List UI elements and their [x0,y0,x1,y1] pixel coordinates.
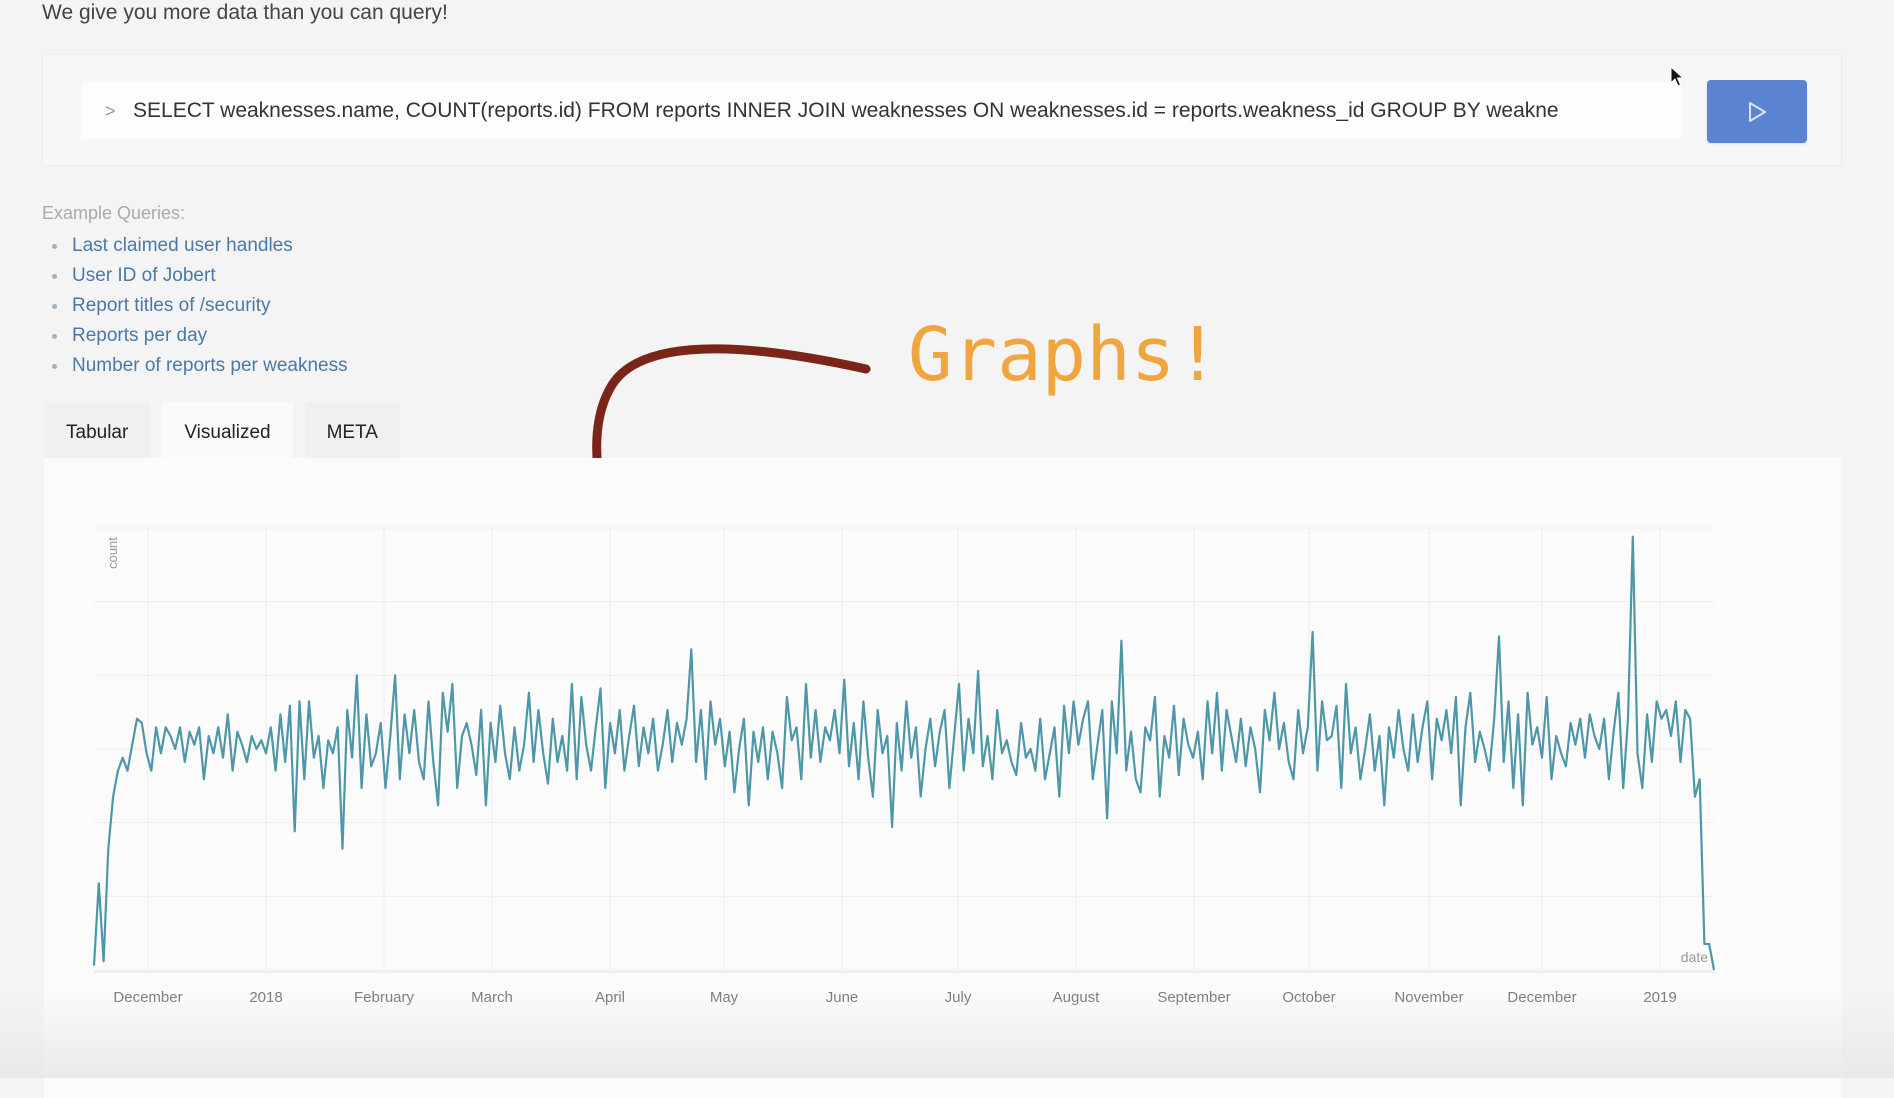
example-query-link[interactable]: Number of reports per weakness [72,355,348,376]
mouse-pointer-icon [1670,66,1684,87]
x-tick-label: September [1157,989,1230,1006]
tab-visualized[interactable]: Visualized [162,402,293,458]
example-query-link[interactable]: Reports per day [72,325,208,346]
example-query-item: Reports per day [42,321,348,351]
example-query-link[interactable]: User ID of Jobert [72,265,216,286]
chart-panel: December 2018 February March April May June Jul… [44,458,1842,1098]
y-axis-label: count [105,537,120,569]
example-query-link[interactable]: Last claimed user handles [72,235,293,256]
example-query-link[interactable]: Report titles of /security [72,295,271,316]
x-axis-label: date [1681,949,1708,965]
x-tick-label: 2019 [1643,989,1676,1006]
example-query-item: Last claimed user handles [42,231,348,261]
example-query-item: Number of reports per weakness [42,351,348,381]
x-tick-label: December [113,989,182,1006]
example-queries-heading: Example Queries: [42,203,186,223]
prompt-chevron-icon: > [105,101,116,121]
run-query-button[interactable] [1707,80,1807,143]
play-icon [1749,101,1766,122]
example-query-item: Report titles of /security [42,291,348,321]
x-tick-label: February [354,989,415,1006]
x-tick-label: March [471,989,513,1006]
x-tick-label: October [1282,989,1335,1006]
x-tick-label: November [1394,989,1463,1006]
example-queries-list: Last claimed user handles User ID of Job… [42,231,348,381]
reports-per-day-chart: December 2018 February March April May June Jul… [92,527,1716,1006]
tab-tabular[interactable]: Tabular [44,402,151,458]
x-tick-label: April [595,989,625,1006]
series-line [92,535,1716,971]
query-input-wrapper: > [81,83,1681,139]
x-tick-label: August [1053,989,1101,1006]
x-tick-label: June [826,989,859,1006]
x-tick-label: May [710,989,739,1006]
tab-meta[interactable]: META [304,402,400,458]
result-tabs: Tabular Visualized META [44,402,412,458]
sql-query-input[interactable] [133,83,1669,139]
page-tagline: We give you more data than you can query… [42,1,448,24]
x-tick-label: 2018 [249,989,282,1006]
graphs-annotation: Graphs! [908,312,1220,398]
example-query-item: User ID of Jobert [42,261,348,291]
query-card: > [42,54,1842,166]
x-tick-label: December [1507,989,1576,1006]
x-tick-label: July [945,989,972,1006]
